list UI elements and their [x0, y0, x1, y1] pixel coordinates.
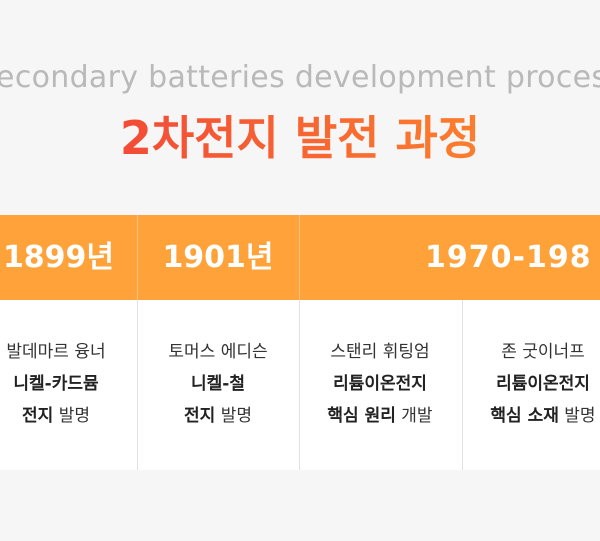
invention: 리튬이온전지 [299, 368, 461, 400]
detail: 핵심 원리 개발 [299, 400, 461, 432]
detail: 전지 발명 [137, 400, 299, 432]
divider [137, 215, 138, 300]
detail-bold: 전지 [184, 406, 216, 426]
detail-bold: 전지 [22, 406, 54, 426]
subtitle: Secondary batteries development process [0, 60, 600, 95]
period-band [0, 215, 600, 300]
detail-text: 개발 [401, 406, 433, 426]
detail-text: 발명 [564, 406, 596, 426]
title: 2차전지 발전 과정 [0, 102, 600, 168]
invention-text: 니켈-철 [191, 374, 245, 394]
detail-text: 발명 [58, 406, 90, 426]
invention-text: 리튬이온전지 [333, 374, 427, 394]
person: 존 굿이너프 [501, 342, 585, 362]
divider [137, 300, 138, 470]
detail-bold: 핵심 원리 [327, 406, 396, 426]
detail: 전지 발명 [0, 400, 137, 432]
person: 토머스 에디슨 [168, 342, 268, 362]
detail: 핵심 소재 발명 [462, 400, 600, 432]
divider [299, 215, 300, 300]
divider [299, 300, 300, 470]
invention-text: 니켈-카드뮴 [13, 374, 99, 394]
panel [0, 300, 600, 470]
invention: 리튬이온전지 [462, 368, 600, 400]
detail-bold: 핵심 소재 [490, 406, 559, 426]
period: 1899년 [2, 240, 115, 275]
person: 스탠리 휘팅엄 [330, 342, 430, 362]
invention: 니켈-카드뮴 [0, 368, 137, 400]
invention-text: 리튬이온전지 [496, 374, 590, 394]
detail-text: 발명 [220, 406, 252, 426]
period: 1970-198 [425, 240, 592, 275]
divider [462, 300, 463, 470]
period: 1901년 [162, 240, 274, 275]
invention: 니켈-철 [137, 368, 299, 400]
person: 발데마르 융너 [6, 342, 106, 362]
